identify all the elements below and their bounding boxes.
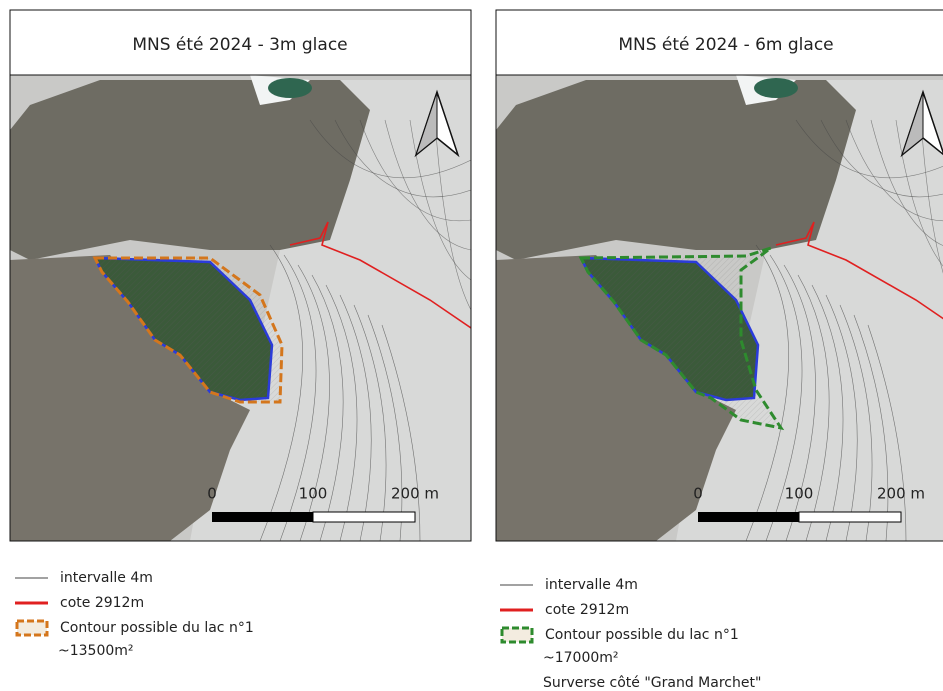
scale-label: 0	[693, 485, 703, 503]
map-panel: 0 100 200 m MNS été 2024 - 3m glace	[10, 10, 471, 541]
scale-label: 0	[207, 485, 217, 503]
legend-text: Contour possible du lac n°1	[60, 620, 254, 636]
legend-text: Contour possible du lac n°1	[545, 627, 739, 643]
scale-label: 100	[299, 485, 328, 503]
panel-title: MNS été 2024 - 6m glace	[618, 35, 833, 55]
page: 0 100 200 m MNS été 2024 - 3m glace interval…	[0, 0, 943, 691]
legend-text: intervalle 4m	[545, 577, 638, 593]
scale-label: 200 m	[877, 485, 925, 503]
legend-swatch-lake	[502, 628, 532, 642]
scale-label: 100	[785, 485, 814, 503]
rock-upper	[10, 80, 370, 260]
legend-swatch-lake	[17, 621, 47, 635]
scale-label: 200 m	[391, 485, 439, 503]
map-clip: 0 100 200 m	[10, 75, 471, 541]
legend: intervalle 4m cote 2912m Contour possible …	[500, 577, 761, 691]
legend-text: ~17000m²	[543, 650, 619, 666]
legend: intervalle 4m cote 2912m Contour possible …	[15, 570, 254, 659]
legend-text: intervalle 4m	[60, 570, 153, 586]
scale-bar-white	[313, 512, 415, 522]
legend-text: ~13500m²	[58, 643, 134, 659]
scale-bar-black	[698, 512, 799, 522]
legend-text: cote 2912m	[60, 595, 144, 611]
legend-text: Surverse côté "Grand Marchet"	[543, 675, 761, 691]
scale-bar-black	[212, 512, 313, 522]
legend-text: cote 2912m	[545, 602, 629, 618]
map-clip: 0 100 200 m	[496, 75, 943, 541]
map-panel: 0 100 200 m MNS été 2024 - 6m glace	[496, 10, 943, 541]
scale-bar-white	[799, 512, 901, 522]
panel-title: MNS été 2024 - 3m glace	[132, 35, 347, 55]
small-lake	[754, 78, 798, 98]
small-lake	[268, 78, 312, 98]
rock-upper	[496, 80, 856, 260]
